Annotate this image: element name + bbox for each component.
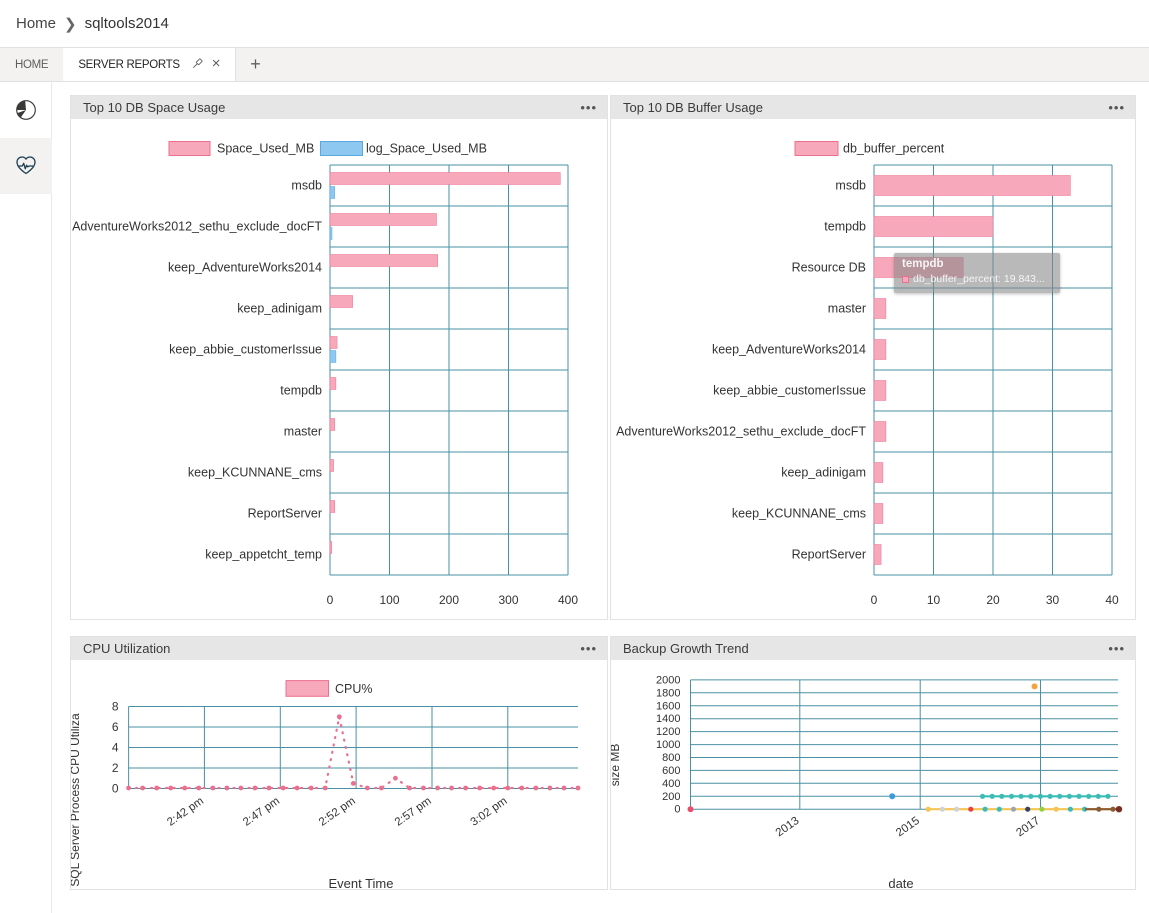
svg-text:40: 40: [1105, 593, 1119, 607]
svg-text:db_buffer_percent: db_buffer_percent: [843, 142, 945, 156]
svg-text:300: 300: [498, 593, 518, 607]
svg-text:2:52 pm: 2:52 pm: [317, 795, 358, 829]
svg-text:master: master: [828, 302, 866, 316]
svg-text:200: 200: [662, 790, 680, 802]
svg-text:CPU%: CPU%: [335, 681, 372, 695]
svg-text:keep_appetcht_temp: keep_appetcht_temp: [205, 548, 322, 562]
svg-text:400: 400: [662, 777, 680, 789]
svg-text:log_Space_Used_MB: log_Space_Used_MB: [366, 142, 487, 156]
svg-text:tempdb: tempdb: [824, 220, 866, 234]
svg-text:date: date: [888, 875, 913, 889]
svg-text:keep_adinigam: keep_adinigam: [781, 466, 866, 480]
svg-text:SQL Server Process CPU Utiliza: SQL Server Process CPU Utiliza: [71, 712, 82, 886]
svg-text:30: 30: [1046, 593, 1060, 607]
svg-text:keep_KCUNNANE_cms: keep_KCUNNANE_cms: [188, 466, 322, 480]
svg-text:2:47 pm: 2:47 pm: [241, 795, 282, 829]
svg-text:20: 20: [986, 593, 1000, 607]
svg-text:4: 4: [112, 740, 119, 754]
svg-text:400: 400: [558, 593, 578, 607]
svg-text:10: 10: [927, 593, 941, 607]
svg-text:msdb: msdb: [291, 179, 322, 193]
svg-text:keep_KCUNNANE_cms: keep_KCUNNANE_cms: [732, 507, 866, 521]
svg-text:keep_adinigam: keep_adinigam: [237, 302, 322, 316]
svg-text:Event Time: Event Time: [329, 875, 394, 889]
svg-text:msdb: msdb: [835, 179, 866, 193]
svg-text:2:57 pm: 2:57 pm: [393, 795, 434, 829]
svg-text:1200: 1200: [656, 726, 680, 738]
svg-text:600: 600: [662, 764, 680, 776]
svg-text:100: 100: [379, 593, 399, 607]
svg-text:keep_abbie_customerIssue: keep_abbie_customerIssue: [169, 343, 322, 357]
svg-text:master: master: [284, 425, 322, 439]
svg-text:keep_AdventureWorks2014: keep_AdventureWorks2014: [168, 261, 322, 275]
svg-text:2013: 2013: [774, 814, 802, 838]
svg-text:6: 6: [112, 719, 119, 733]
svg-text:AdventureWorks2012_sethu_exclu: AdventureWorks2012_sethu_exclude_docFT: [616, 425, 866, 439]
svg-text:ReportServer: ReportServer: [792, 548, 866, 562]
svg-text:2017: 2017: [1014, 814, 1042, 838]
svg-text:keep_abbie_customerIssue: keep_abbie_customerIssue: [713, 384, 866, 398]
svg-text:ReportServer: ReportServer: [248, 507, 322, 521]
svg-text:2:42 pm: 2:42 pm: [165, 795, 206, 829]
svg-text:8: 8: [112, 699, 119, 713]
svg-text:0: 0: [674, 803, 680, 815]
svg-text:Resource DB: Resource DB: [792, 261, 866, 275]
svg-text:0: 0: [327, 593, 334, 607]
svg-text:1800: 1800: [656, 687, 680, 699]
svg-text:2: 2: [112, 760, 119, 774]
svg-text:800: 800: [662, 751, 680, 763]
svg-text:0: 0: [112, 781, 119, 795]
svg-text:2000: 2000: [656, 674, 680, 686]
svg-text:200: 200: [439, 593, 459, 607]
svg-text:0: 0: [871, 593, 878, 607]
svg-text:size MB: size MB: [611, 743, 622, 786]
svg-text:Space_Used_MB: Space_Used_MB: [217, 142, 314, 156]
svg-text:1600: 1600: [656, 700, 680, 712]
svg-text:2015: 2015: [894, 814, 922, 838]
svg-text:1400: 1400: [656, 713, 680, 725]
svg-text:AdventureWorks2012_sethu_exclu: AdventureWorks2012_sethu_exclude_docFT: [72, 220, 322, 234]
svg-text:keep_AdventureWorks2014: keep_AdventureWorks2014: [712, 343, 866, 357]
svg-text:3:02 pm: 3:02 pm: [469, 795, 510, 829]
svg-text:tempdb: tempdb: [280, 384, 322, 398]
svg-text:1000: 1000: [656, 739, 680, 751]
